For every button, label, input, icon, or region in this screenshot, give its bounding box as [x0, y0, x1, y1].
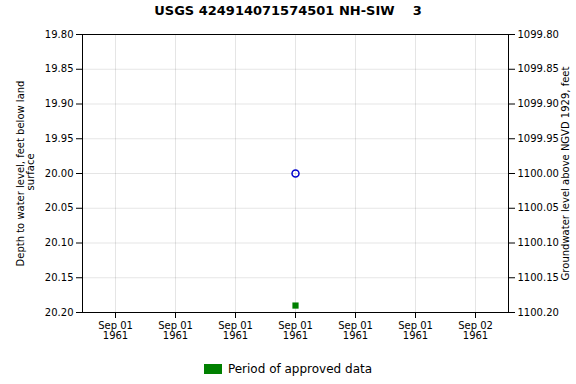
svg-text:20.10: 20.10: [45, 237, 74, 248]
svg-text:1100.05: 1100.05: [518, 202, 559, 213]
svg-text:Sep 011961: Sep 011961: [398, 320, 433, 341]
svg-text:19.90: 19.90: [45, 98, 74, 109]
svg-text:20.05: 20.05: [45, 202, 74, 213]
svg-text:Depth to water level, feet bel: Depth to water level, feet below land su…: [15, 81, 36, 267]
svg-text:Sep 011961: Sep 011961: [278, 320, 313, 341]
svg-text:19.95: 19.95: [45, 133, 74, 144]
svg-text:Sep 021961: Sep 021961: [458, 320, 493, 341]
svg-text:1100.00: 1100.00: [518, 168, 559, 179]
svg-text:20.00: 20.00: [45, 168, 74, 179]
svg-text:Sep 011961: Sep 011961: [338, 320, 373, 341]
svg-text:1100.10: 1100.10: [518, 237, 559, 248]
svg-text:1099.95: 1099.95: [518, 133, 559, 144]
svg-text:20.15: 20.15: [45, 272, 74, 283]
svg-text:1099.90: 1099.90: [518, 98, 559, 109]
svg-text:Sep 011961: Sep 011961: [98, 320, 133, 341]
svg-text:19.85: 19.85: [45, 63, 74, 74]
svg-text:Groundwater level above NGVD 1: Groundwater level above NGVD 1929, feet: [560, 67, 571, 281]
html-text:USGS 424914071574501 NH-SIW 3: USGS 424914071574501 NH-SIW 3: [154, 3, 422, 18]
svg-text:1100.15: 1100.15: [518, 272, 559, 283]
svg-text:1099.80: 1099.80: [518, 29, 559, 40]
svg-text:20.20: 20.20: [45, 307, 74, 318]
html-text:Period of approved data: Period of approved data: [227, 362, 373, 376]
svg-text:19.80: 19.80: [45, 29, 74, 40]
svg-text:1099.85: 1099.85: [518, 63, 559, 74]
svg-text:Sep 011961: Sep 011961: [218, 320, 253, 341]
svg-text:Sep 011961: Sep 011961: [158, 320, 193, 341]
svg-text:1100.20: 1100.20: [518, 307, 559, 318]
